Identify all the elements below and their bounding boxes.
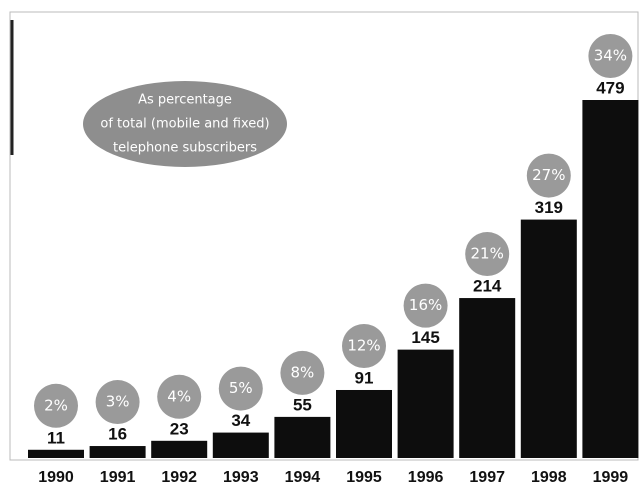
value-label: 214 [473,277,502,296]
share-label: 34% [594,47,627,65]
bar [151,440,208,458]
value-label: 91 [355,368,374,387]
x-tick-label: 1991 [100,469,136,486]
share-label: 8% [291,363,315,381]
value-label: 16 [108,425,127,444]
annotation-line: of total (mobile and fixed) [100,117,269,132]
x-tick-label: 1993 [223,469,259,486]
bar [336,389,392,458]
x-tick-label: 1990 [38,469,74,486]
x-tick-label: 1997 [469,469,505,486]
share-label: 3% [106,393,130,411]
share-label: 21% [471,245,504,263]
value-label: 23 [170,419,189,438]
bar [459,298,516,458]
value-label: 11 [47,428,65,447]
annotation-line: telephone subscribers [113,141,257,156]
share-bubble [95,380,140,425]
share-label: 2% [44,396,68,414]
share-bubble [342,323,386,368]
share-bubble [157,374,202,419]
x-tick-label: 1996 [408,469,444,486]
bar [520,219,577,458]
annotation-bubble [83,81,287,167]
x-tick-label: 1992 [161,469,197,486]
share-label: 5% [229,379,253,397]
share-label: 12% [347,336,380,354]
bar [274,416,331,458]
share-label: 27% [532,166,565,184]
share-bubble [403,283,448,328]
share-bubble [34,383,78,428]
annotation-line: As percentage [138,93,232,108]
value-label: 55 [293,395,312,414]
value-label: 319 [535,198,563,217]
bar [28,449,84,458]
bar [397,349,454,458]
bar [582,100,639,458]
share-bubble [526,153,571,198]
bar [212,432,269,458]
share-label: 16% [409,296,442,314]
x-tick-label: 1994 [285,469,321,486]
value-label: 145 [411,328,439,347]
share-bubble [218,366,263,411]
share-bubble [588,34,633,78]
value-label: 34 [231,411,250,430]
share-label: 4% [167,387,191,405]
x-tick-label: 1998 [531,469,567,486]
bar [89,446,146,458]
x-tick-label: 1999 [593,469,629,486]
x-tick-label: 1995 [346,469,382,486]
value-label: 479 [596,78,624,97]
share-bubble [280,350,325,395]
share-bubble [465,232,510,277]
